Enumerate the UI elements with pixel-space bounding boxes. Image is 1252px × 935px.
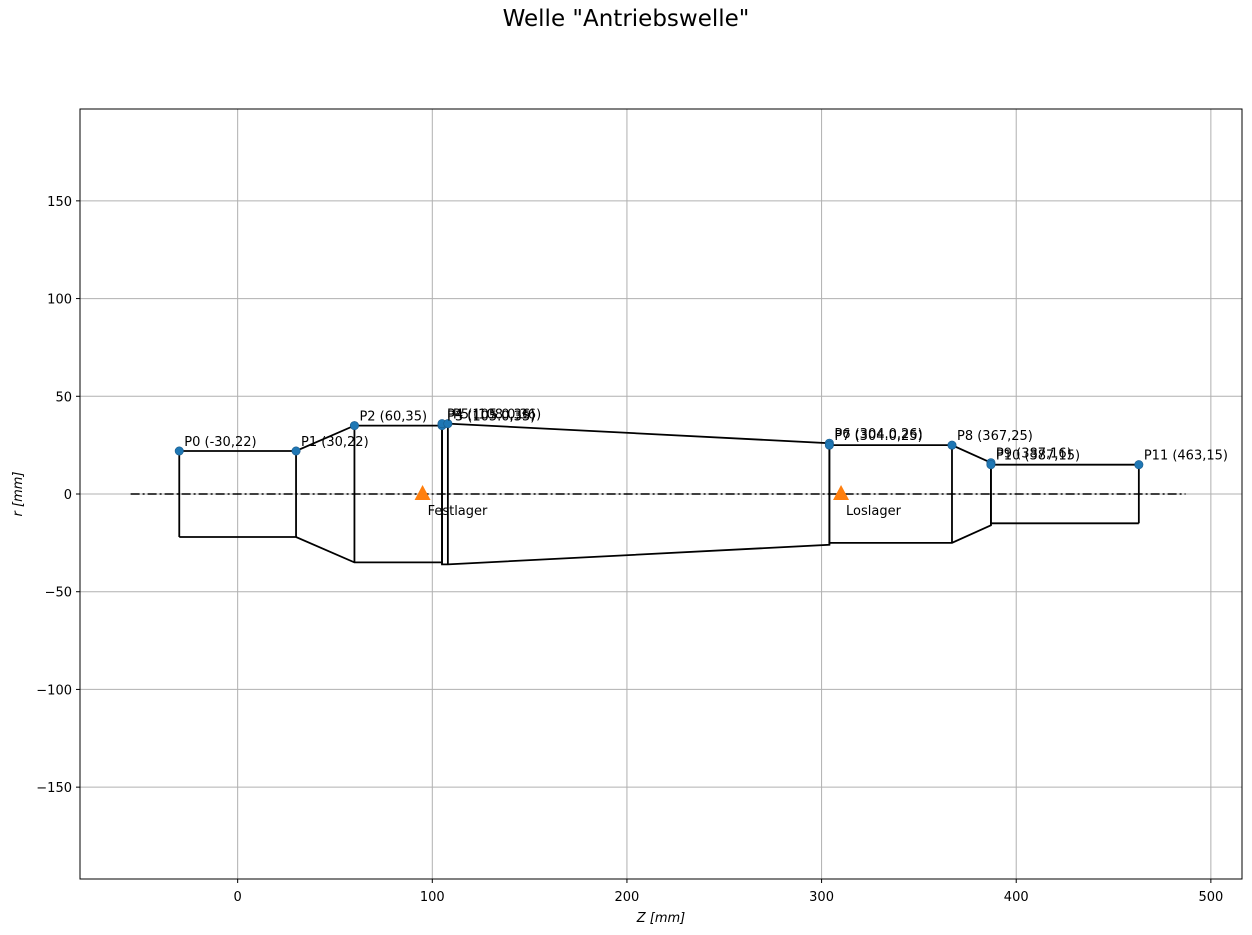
point-label: P3 (105.0,35)	[447, 410, 535, 425]
point-marker	[291, 446, 301, 456]
point-label: P9 (387,16)	[996, 447, 1072, 462]
bearing-marker	[833, 485, 850, 500]
point-label: P4 (105.0,36)	[447, 408, 535, 423]
outline-lower	[179, 522, 1139, 566]
point-marker	[1134, 460, 1144, 470]
points	[174, 419, 1144, 470]
point-label: P10 (387,15)	[996, 449, 1080, 464]
point-label: P6 (304.0,26)	[834, 427, 922, 442]
y-tick-label: 100	[47, 293, 72, 308]
bearing-marker	[414, 485, 431, 500]
chart-title: Welle "Antriebswelle"	[502, 6, 750, 32]
ticks: 0 100 200 300 400 500 −150 −100 −50 0 50 100 150	[36, 195, 1223, 905]
bearing-label: Loslager	[846, 504, 902, 519]
x-tick-label: 500	[1198, 890, 1223, 905]
y-tick-label: 0	[64, 488, 72, 503]
point-marker	[824, 440, 834, 450]
bearing-label: Festlager	[428, 504, 488, 519]
y-tick-label: −100	[36, 683, 72, 698]
y-axis-label: r [mm]	[11, 472, 26, 517]
bearings: Festlager Loslager	[414, 485, 902, 519]
y-tick-label: 150	[47, 195, 72, 210]
point-marker	[986, 460, 996, 470]
point-label: P1 (30,22)	[301, 435, 369, 450]
point-labels: P0 (-30,22) P1 (30,22) P2 (60,35) P3 (105.0…	[184, 408, 1228, 464]
point-marker	[947, 440, 957, 450]
x-tick-label: 300	[809, 890, 834, 905]
x-tick-label: 0	[234, 890, 242, 905]
point-label: P0 (-30,22)	[184, 435, 256, 450]
point-label: P5 (108.0,36)	[453, 408, 541, 423]
shaft-outline	[178, 422, 1140, 566]
point-marker	[174, 446, 184, 456]
point-label: P11 (463,15)	[1144, 449, 1228, 464]
x-axis-label: Z [mm]	[636, 911, 686, 926]
y-tick-label: −150	[36, 781, 72, 796]
y-tick-label: 50	[55, 390, 72, 405]
point-label: P8 (367,25)	[957, 429, 1033, 444]
x-tick-label: 400	[1004, 890, 1029, 905]
point-marker	[443, 419, 453, 429]
point-label: P7 (304.0,25)	[834, 429, 922, 444]
point-label: P2 (60,35)	[359, 410, 427, 425]
x-tick-label: 200	[615, 890, 640, 905]
point-marker	[349, 421, 359, 431]
y-tick-label: −50	[45, 586, 72, 601]
x-tick-label: 100	[420, 890, 445, 905]
